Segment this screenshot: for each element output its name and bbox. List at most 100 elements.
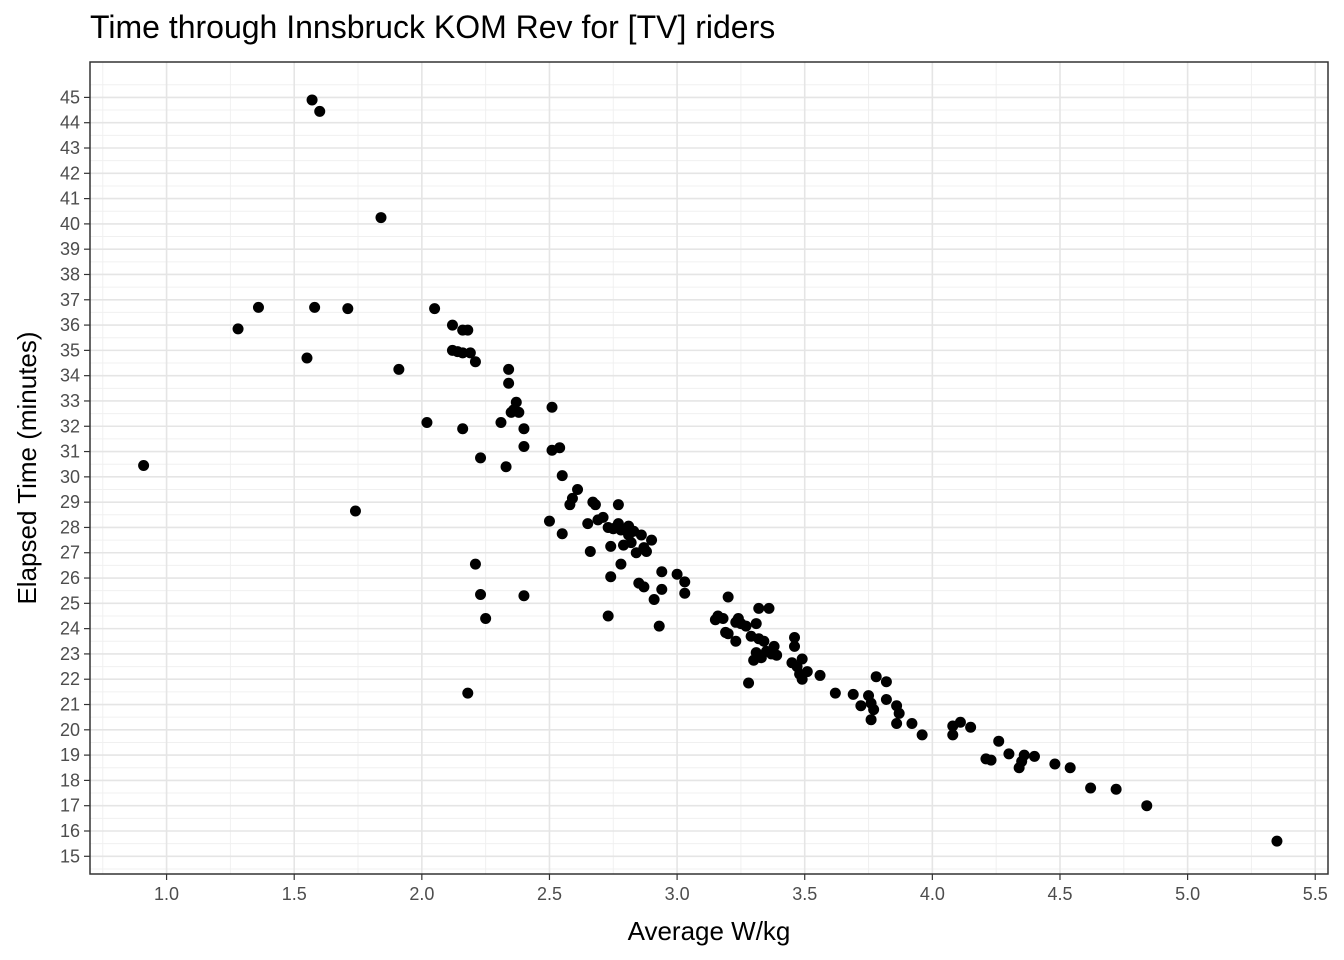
data-point — [513, 406, 525, 418]
y-tick-label: 24 — [60, 619, 80, 639]
data-point — [421, 416, 433, 428]
x-tick-label: 3.0 — [665, 884, 690, 904]
data-point — [789, 631, 801, 643]
data-point — [546, 401, 558, 413]
data-point — [954, 716, 966, 728]
data-point — [730, 635, 742, 647]
data-point — [1141, 800, 1153, 812]
data-point — [566, 492, 578, 504]
data-point — [446, 319, 458, 331]
data-point — [880, 693, 892, 705]
data-point — [602, 610, 614, 622]
data-point — [1003, 748, 1015, 760]
data-point — [893, 707, 905, 719]
data-point — [796, 653, 808, 665]
data-point — [880, 676, 892, 688]
data-point — [870, 671, 882, 683]
data-point — [309, 301, 321, 313]
y-tick-label: 31 — [60, 442, 80, 462]
y-tick-label: 23 — [60, 644, 80, 664]
data-point — [640, 545, 652, 557]
data-point — [462, 687, 474, 699]
data-point — [801, 666, 813, 678]
data-point — [993, 735, 1005, 747]
data-point — [743, 677, 755, 689]
y-tick-label: 27 — [60, 543, 80, 563]
y-tick-label: 32 — [60, 416, 80, 436]
x-tick-label: 5.5 — [1303, 884, 1328, 904]
data-point — [1271, 835, 1283, 847]
y-tick-label: 34 — [60, 366, 80, 386]
y-tick-label: 38 — [60, 264, 80, 284]
data-point — [572, 484, 584, 496]
x-axis: 1.0 1.5 2.0 2.5 3.0 3.5 4.0 4.5 5.0 5.5 — [154, 874, 1328, 904]
data-point — [855, 700, 867, 712]
data-point — [758, 635, 770, 647]
y-tick-label: 19 — [60, 745, 80, 765]
data-point — [457, 347, 469, 359]
data-point — [722, 591, 734, 603]
data-point — [469, 558, 481, 570]
data-point — [829, 687, 841, 699]
data-point — [947, 729, 959, 741]
y-tick-label: 26 — [60, 568, 80, 588]
y-tick-label: 29 — [60, 492, 80, 512]
y-tick-label: 28 — [60, 517, 80, 537]
x-axis-title: Average W/kg — [628, 916, 791, 946]
chart-title: Time through Innsbruck KOM Rev for [TV] … — [90, 9, 775, 45]
data-point — [306, 94, 318, 106]
data-point — [597, 511, 609, 523]
data-point — [429, 303, 441, 315]
data-point — [375, 212, 387, 224]
minor-gridlines — [90, 62, 1328, 874]
data-point — [1110, 783, 1122, 795]
x-tick-label: 3.5 — [792, 884, 817, 904]
data-point — [457, 423, 469, 435]
data-point — [771, 649, 783, 661]
data-point — [868, 704, 880, 716]
data-point — [965, 721, 977, 733]
data-point — [656, 566, 668, 578]
y-tick-label: 25 — [60, 593, 80, 613]
x-tick-label: 4.5 — [1047, 884, 1072, 904]
y-tick-label: 16 — [60, 821, 80, 841]
data-point — [1085, 782, 1097, 794]
data-point — [740, 620, 752, 632]
data-point — [1064, 762, 1076, 774]
y-tick-label: 33 — [60, 391, 80, 411]
data-point — [656, 583, 668, 595]
data-point — [314, 105, 326, 117]
data-point — [475, 452, 487, 464]
data-point — [985, 754, 997, 766]
data-point — [753, 602, 765, 614]
y-tick-label: 18 — [60, 770, 80, 790]
data-point — [582, 518, 594, 530]
data-point — [469, 356, 481, 368]
data-point — [625, 537, 637, 549]
data-point — [252, 301, 264, 313]
y-tick-label: 39 — [60, 239, 80, 259]
y-tick-label: 41 — [60, 189, 80, 209]
y-tick-label: 30 — [60, 467, 80, 487]
data-point — [518, 440, 530, 452]
data-point — [847, 688, 859, 700]
x-tick-label: 2.5 — [537, 884, 562, 904]
data-point — [679, 587, 691, 599]
y-tick-label: 35 — [60, 340, 80, 360]
y-tick-label: 20 — [60, 720, 80, 740]
y-tick-label: 22 — [60, 669, 80, 689]
data-point — [906, 717, 918, 729]
data-point — [750, 618, 762, 630]
data-point — [722, 628, 734, 640]
data-point — [1028, 750, 1040, 762]
plot-panel-border — [89, 61, 1329, 875]
y-tick-label: 43 — [60, 138, 80, 158]
x-tick-label: 4.0 — [920, 884, 945, 904]
data-point — [891, 717, 903, 729]
data-point — [393, 363, 405, 375]
data-point — [232, 323, 244, 335]
data-point — [671, 568, 683, 580]
y-tick-label: 44 — [60, 113, 80, 133]
y-tick-label: 36 — [60, 315, 80, 335]
